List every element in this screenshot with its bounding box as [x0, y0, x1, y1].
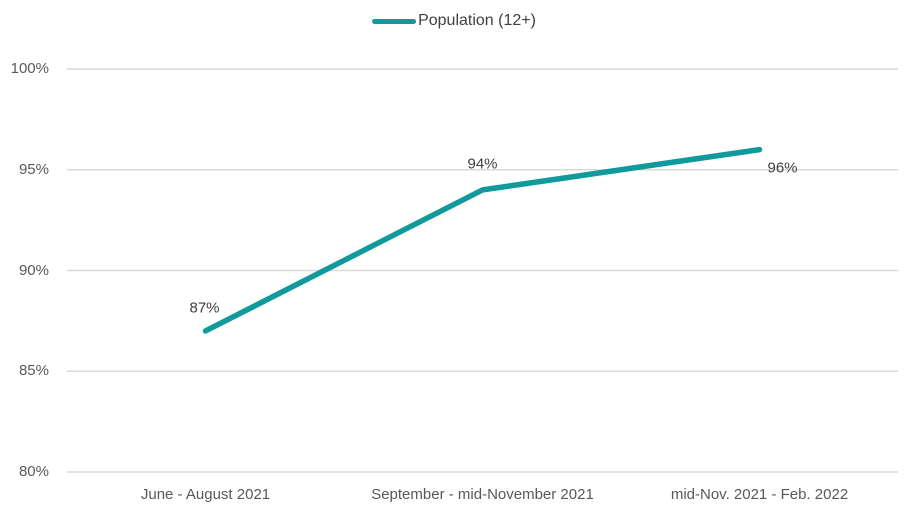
- data-label: 94%: [467, 155, 498, 173]
- y-tick-label: 100%: [10, 60, 49, 77]
- y-tick-label: 95%: [18, 160, 49, 178]
- data-label: 87%: [189, 299, 220, 317]
- x-category-label: September - mid-November 2021: [371, 486, 594, 503]
- series-line: [202, 146, 763, 334]
- data-label: 96%: [767, 159, 798, 177]
- legend-line-swatch: [372, 18, 417, 24]
- y-tick-label: 90%: [18, 261, 49, 279]
- y-tick-label: 85%: [18, 362, 49, 380]
- legend: Population (12+): [372, 12, 536, 30]
- y-tick-label: 80%: [18, 463, 49, 480]
- legend-label: Population (12+): [418, 12, 536, 29]
- x-category-label: June - August 2021: [140, 486, 271, 503]
- x-category-label: mid-Nov. 2021 - Feb. 2022: [670, 486, 849, 503]
